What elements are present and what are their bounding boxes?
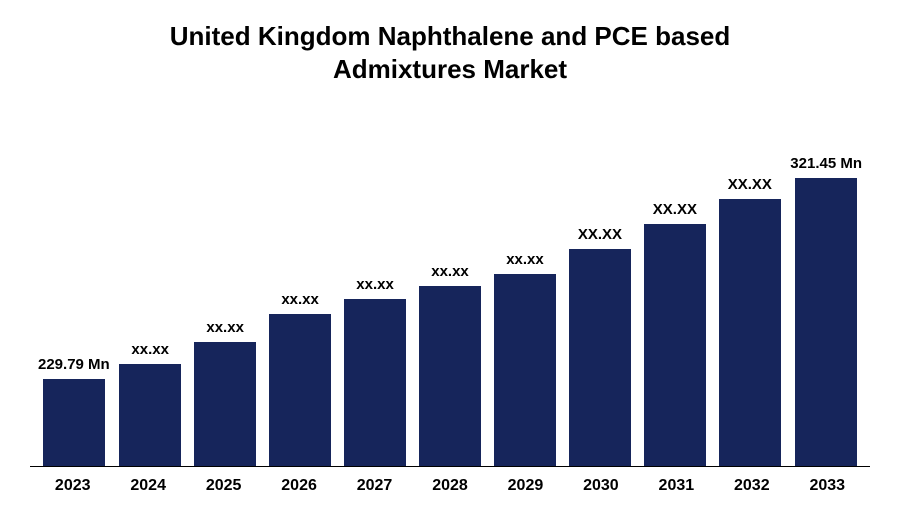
bar [269,314,331,466]
bars-row: 229.79 Mn xx.xx xx.xx xx.xx xx.xx xx.xx xx.xx X… [30,105,870,467]
bar-group: XX.XX [565,226,634,466]
bar-group: xx.xx [490,251,559,466]
bar [119,364,181,466]
bar [419,286,481,466]
bar-value-label: xx.xx [281,291,319,308]
bar-group: xx.xx [341,276,410,466]
x-axis: 2023 2024 2025 2026 2027 2028 2029 2030 2031 2032… [30,467,870,495]
x-axis-label: 2030 [566,477,635,495]
x-axis-label: 2025 [189,477,258,495]
bar [194,342,256,466]
bar [43,379,105,466]
bar-group: XX.XX [640,201,709,466]
bar-value-label: xx.xx [206,319,244,336]
bar-value-label: xx.xx [506,251,544,268]
bar-group: xx.xx [116,341,185,466]
bar-value-label: 321.45 Mn [790,155,862,172]
bar-value-label: XX.XX [728,176,772,193]
chart-title-line1: United Kingdom Naphthalene and PCE based [30,20,870,53]
bar-value-label: XX.XX [578,226,622,243]
x-axis-label: 2029 [491,477,560,495]
chart-title: United Kingdom Naphthalene and PCE based… [30,20,870,85]
chart-container: United Kingdom Naphthalene and PCE based… [0,0,900,525]
bar [569,249,631,466]
x-axis-label: 2026 [264,477,333,495]
chart-title-line2: Admixtures Market [30,53,870,86]
bar-group: 321.45 Mn [790,155,862,466]
bar [719,199,781,466]
bar [344,299,406,466]
x-axis-label: 2028 [415,477,484,495]
bar-group: xx.xx [191,319,260,466]
x-axis-label: 2031 [642,477,711,495]
bar [644,224,706,466]
chart-area: 229.79 Mn xx.xx xx.xx xx.xx xx.xx xx.xx xx.xx X… [30,105,870,495]
bar-value-label: xx.xx [431,263,469,280]
bar-value-label: xx.xx [131,341,169,358]
bar-value-label: XX.XX [653,201,697,218]
bar-group: xx.xx [416,263,485,466]
x-axis-label: 2027 [340,477,409,495]
bar [494,274,556,466]
bar-group: 229.79 Mn [38,356,110,466]
bar-value-label: 229.79 Mn [38,356,110,373]
bar-value-label: xx.xx [356,276,394,293]
x-axis-label: 2033 [793,477,862,495]
x-axis-label: 2032 [717,477,786,495]
bar-group: XX.XX [715,176,784,466]
bar-group: xx.xx [266,291,335,466]
x-axis-label: 2023 [38,477,107,495]
x-axis-label: 2024 [113,477,182,495]
bar [795,178,857,466]
